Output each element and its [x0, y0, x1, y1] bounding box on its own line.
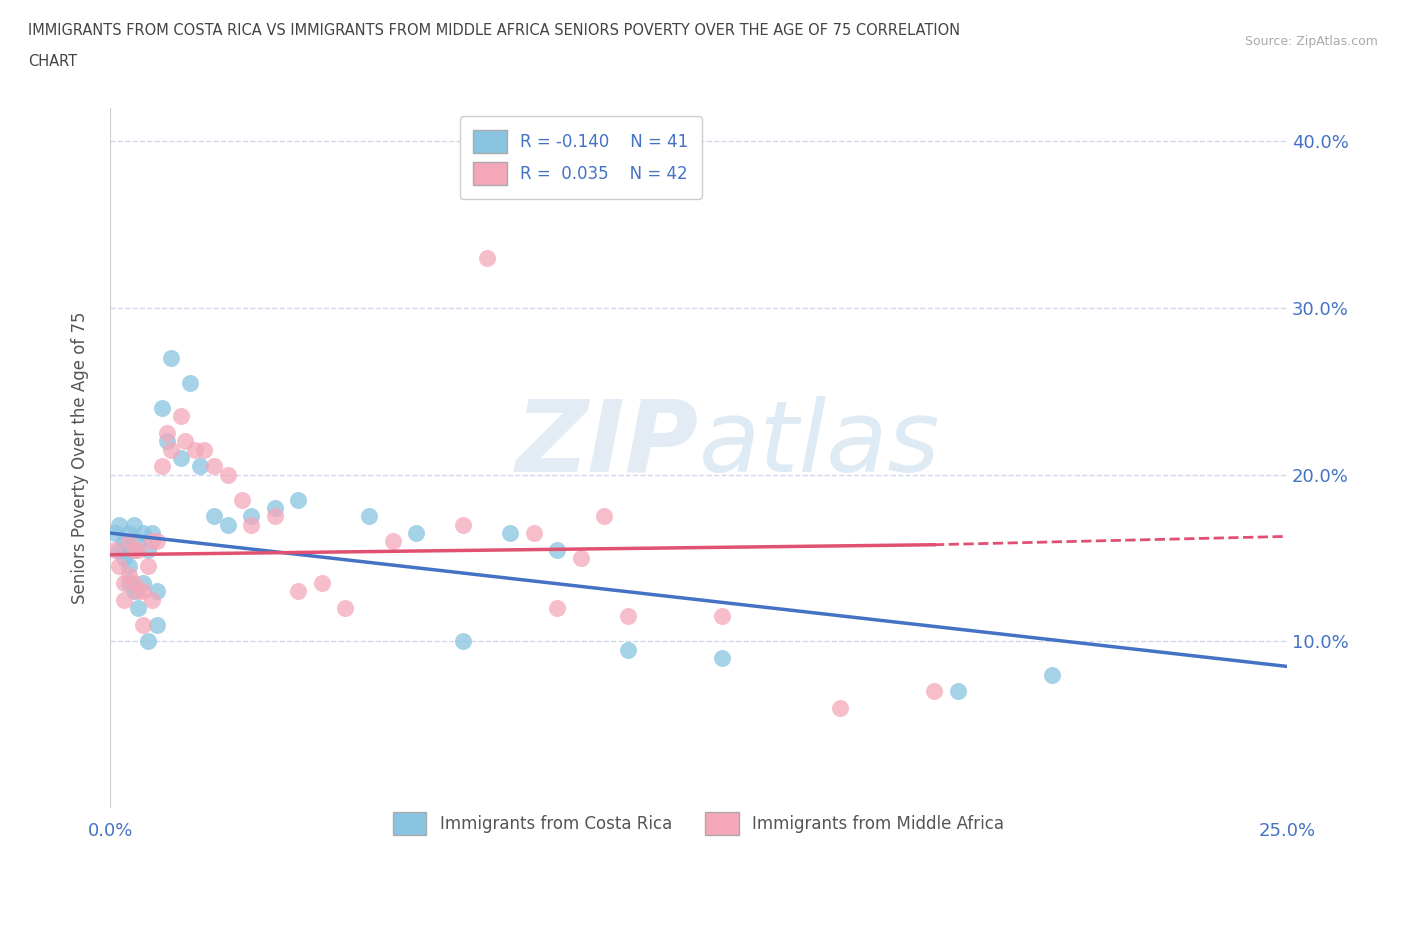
- Point: [263, 509, 285, 524]
- Point: [946, 684, 969, 698]
- Point: [104, 542, 127, 557]
- Point: [136, 634, 159, 649]
- Point: [617, 643, 640, 658]
- Point: [381, 534, 404, 549]
- Point: [160, 443, 183, 458]
- Point: [193, 443, 215, 458]
- Point: [112, 542, 135, 557]
- Point: [146, 618, 169, 632]
- Text: IMMIGRANTS FROM COSTA RICA VS IMMIGRANTS FROM MIDDLE AFRICA SENIORS POVERTY OVER: IMMIGRANTS FROM COSTA RICA VS IMMIGRANTS…: [28, 23, 960, 38]
- Point: [499, 525, 522, 540]
- Point: [546, 542, 568, 557]
- Point: [202, 458, 225, 473]
- Point: [335, 601, 357, 616]
- Point: [122, 584, 145, 599]
- Point: [155, 434, 177, 449]
- Point: [118, 525, 141, 540]
- Point: [122, 517, 145, 532]
- Text: Source: ZipAtlas.com: Source: ZipAtlas.com: [1244, 35, 1378, 48]
- Point: [188, 458, 211, 473]
- Point: [287, 492, 309, 507]
- Point: [311, 576, 333, 591]
- Point: [617, 609, 640, 624]
- Point: [112, 534, 135, 549]
- Point: [155, 426, 177, 441]
- Point: [451, 517, 474, 532]
- Point: [569, 551, 592, 565]
- Point: [146, 534, 169, 549]
- Point: [118, 567, 141, 582]
- Y-axis label: Seniors Poverty Over the Age of 75: Seniors Poverty Over the Age of 75: [72, 312, 89, 604]
- Point: [828, 700, 851, 715]
- Text: CHART: CHART: [28, 54, 77, 69]
- Point: [122, 542, 145, 557]
- Point: [146, 584, 169, 599]
- Point: [240, 517, 263, 532]
- Point: [523, 525, 546, 540]
- Point: [170, 409, 193, 424]
- Point: [118, 559, 141, 574]
- Point: [132, 576, 155, 591]
- Point: [357, 509, 380, 524]
- Point: [475, 250, 498, 265]
- Point: [150, 401, 173, 416]
- Point: [179, 376, 201, 391]
- Point: [127, 534, 149, 549]
- Point: [240, 509, 263, 524]
- Point: [174, 434, 197, 449]
- Point: [136, 559, 159, 574]
- Point: [711, 609, 734, 624]
- Point: [108, 517, 131, 532]
- Point: [112, 592, 135, 607]
- Point: [108, 542, 131, 557]
- Point: [132, 618, 155, 632]
- Point: [127, 601, 149, 616]
- Point: [170, 451, 193, 466]
- Legend: Immigrants from Costa Rica, Immigrants from Middle Africa: Immigrants from Costa Rica, Immigrants f…: [380, 799, 1018, 849]
- Point: [141, 534, 163, 549]
- Point: [141, 592, 163, 607]
- Point: [122, 542, 145, 557]
- Point: [112, 551, 135, 565]
- Point: [922, 684, 945, 698]
- Point: [141, 525, 163, 540]
- Point: [118, 576, 141, 591]
- Point: [263, 500, 285, 515]
- Point: [405, 525, 427, 540]
- Point: [112, 576, 135, 591]
- Text: atlas: atlas: [699, 395, 941, 493]
- Point: [1040, 668, 1063, 683]
- Point: [184, 443, 207, 458]
- Point: [136, 542, 159, 557]
- Point: [104, 525, 127, 540]
- Point: [132, 525, 155, 540]
- Point: [546, 601, 568, 616]
- Point: [122, 576, 145, 591]
- Point: [231, 492, 253, 507]
- Point: [202, 509, 225, 524]
- Point: [127, 584, 149, 599]
- Point: [593, 509, 616, 524]
- Point: [711, 651, 734, 666]
- Point: [217, 517, 239, 532]
- Point: [217, 467, 239, 482]
- Point: [160, 351, 183, 365]
- Text: ZIP: ZIP: [516, 395, 699, 493]
- Point: [150, 458, 173, 473]
- Point: [108, 559, 131, 574]
- Point: [118, 534, 141, 549]
- Point: [287, 584, 309, 599]
- Point: [127, 542, 149, 557]
- Point: [132, 584, 155, 599]
- Point: [451, 634, 474, 649]
